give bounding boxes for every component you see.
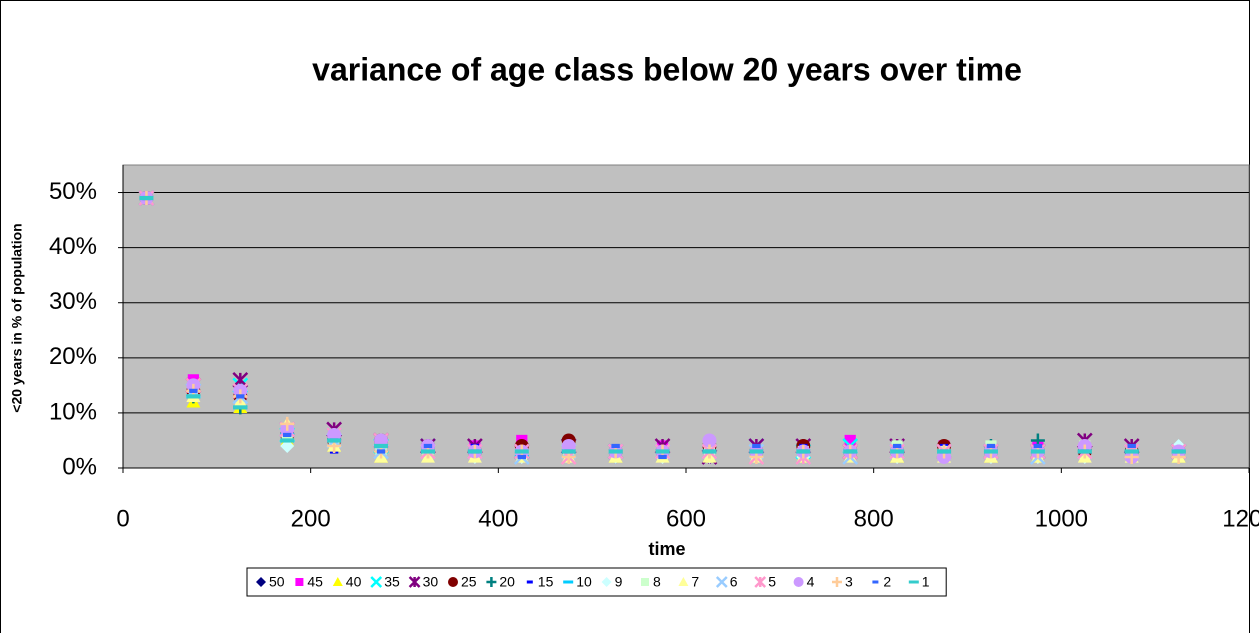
- legend-label: 15: [538, 574, 554, 590]
- legend-marker: [563, 580, 574, 584]
- x-tick-label: 400: [478, 505, 518, 532]
- data-point: [655, 449, 670, 454]
- legend-marker: [641, 578, 649, 586]
- legend-label: 1: [922, 574, 930, 590]
- y-tick-label: 40%: [49, 233, 97, 260]
- legend-marker: [448, 577, 458, 587]
- legend-marker: [526, 580, 533, 584]
- data-point: [376, 449, 386, 454]
- data-point: [236, 394, 245, 399]
- x-tick-label: 600: [666, 505, 706, 532]
- data-point: [514, 449, 529, 454]
- legend-marker: [370, 576, 383, 588]
- data-point: [1033, 443, 1043, 449]
- x-axis-label: time: [648, 539, 685, 559]
- legend-marker: [754, 576, 767, 588]
- legend-marker: [332, 577, 343, 586]
- legend-label: 45: [307, 574, 323, 590]
- x-tick-label: 1000: [1035, 505, 1088, 532]
- legend-label: 10: [576, 574, 592, 590]
- legend-marker: [256, 577, 266, 587]
- legend-label: 4: [807, 574, 815, 590]
- data-point: [280, 438, 295, 443]
- data-point: [844, 434, 856, 447]
- legend-marker: [832, 577, 842, 587]
- y-tick-label: 0%: [62, 453, 97, 480]
- legend-box: [246, 567, 947, 597]
- legend-label: 5: [768, 574, 776, 590]
- y-tick-label: 50%: [49, 178, 97, 205]
- legend-label: 8: [653, 574, 661, 590]
- legend-label: 3: [845, 574, 853, 590]
- legend-marker: [715, 576, 728, 588]
- legend-label: 7: [691, 574, 699, 590]
- data-point: [280, 416, 295, 431]
- y-tick-label: 30%: [49, 288, 97, 315]
- legend-label: 35: [384, 574, 400, 590]
- legend-label: 50: [269, 574, 285, 590]
- data-point: [189, 388, 198, 393]
- x-tick-label: 200: [291, 505, 331, 532]
- legend-label: 40: [346, 574, 362, 590]
- data-point: [420, 449, 435, 454]
- chart-title: variance of age class below 20 years ove…: [312, 51, 1022, 87]
- legend-marker: [295, 578, 304, 586]
- data-point: [890, 449, 905, 454]
- data-point: [892, 443, 902, 449]
- legend-label: 20: [499, 574, 515, 590]
- data-point: [611, 443, 620, 449]
- data-point: [752, 443, 761, 449]
- data-point: [467, 449, 482, 454]
- legend-marker: [601, 577, 612, 587]
- data-point: [796, 449, 811, 454]
- data-point: [233, 405, 248, 410]
- data-point: [1030, 449, 1045, 454]
- legend-marker: [408, 576, 421, 588]
- y-axis-label: <20 years in % of population: [9, 223, 25, 412]
- legend-label: 6: [730, 574, 738, 590]
- data-point: [983, 449, 998, 454]
- data-point: [1171, 449, 1186, 454]
- data-point: [749, 449, 764, 454]
- x-tick-label: 0: [116, 505, 129, 532]
- data-point: [986, 443, 996, 449]
- legend-label: 9: [615, 574, 623, 590]
- y-tick-label: 10%: [49, 398, 97, 425]
- data-point: [843, 449, 858, 454]
- data-point: [1077, 449, 1092, 454]
- x-tick-label: 1200: [1222, 505, 1259, 532]
- data-point: [423, 443, 433, 449]
- legend-marker: [678, 577, 689, 586]
- data-point: [1124, 449, 1139, 454]
- x-tick-label: 800: [854, 505, 894, 532]
- legend-label: 25: [461, 574, 477, 590]
- data-point: [937, 449, 952, 454]
- data-point: [374, 443, 389, 449]
- data-point: [1127, 443, 1136, 449]
- data-point: [186, 394, 201, 399]
- legend-marker: [908, 580, 919, 584]
- data-point: [658, 454, 667, 460]
- data-point: [561, 449, 576, 454]
- legend-label: 2: [883, 574, 891, 590]
- data-point: [517, 454, 526, 460]
- legend-label: 30: [423, 574, 439, 590]
- data-point: [702, 433, 717, 448]
- data-point: [702, 449, 717, 454]
- y-tick-label: 20%: [49, 343, 97, 370]
- legend-marker: [872, 580, 879, 584]
- data-point: [283, 432, 292, 438]
- data-point: [327, 438, 342, 443]
- data-point: [139, 195, 154, 201]
- plot-area: [122, 164, 1250, 469]
- data-point: [608, 449, 623, 454]
- legend-marker: [486, 577, 497, 587]
- legend-marker: [793, 577, 804, 587]
